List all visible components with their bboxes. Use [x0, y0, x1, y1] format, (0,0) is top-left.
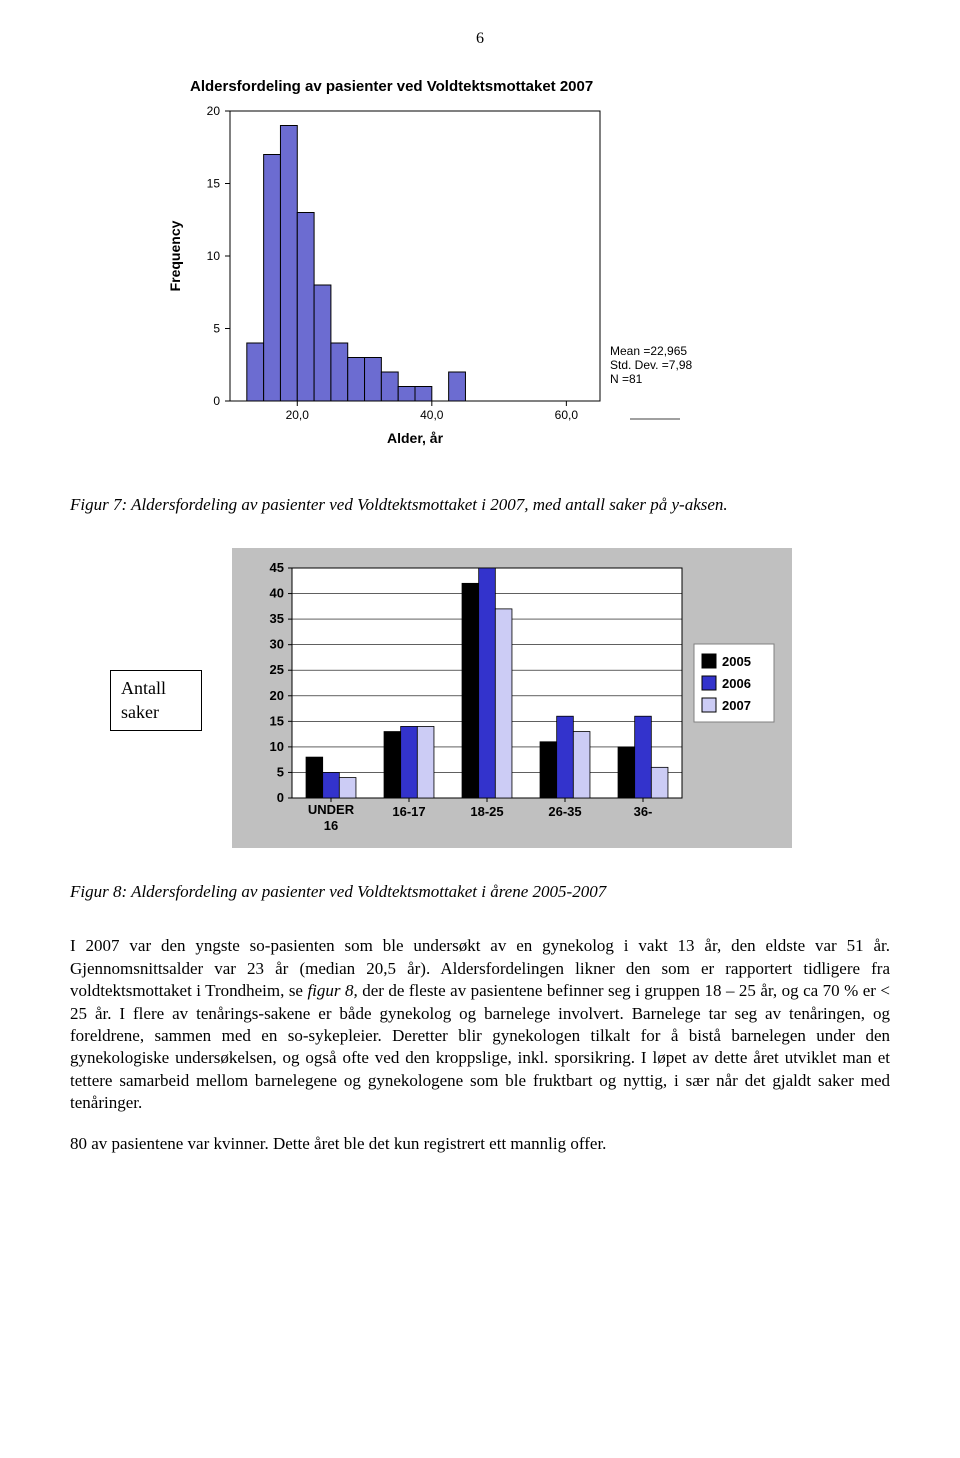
- svg-text:45: 45: [270, 560, 284, 575]
- svg-text:36-: 36-: [634, 804, 653, 819]
- figure-8-caption: Figur 8: Aldersfordeling av pasienter ve…: [70, 881, 890, 903]
- grouped-bar-chart: 0 5 10 15 20 25 30 35 40 45 UNDER16 16-17 18-25 26-35…: [232, 548, 792, 853]
- svg-text:20,0: 20,0: [286, 408, 310, 422]
- svg-text:Mean =22,965: Mean =22,965: [610, 344, 687, 358]
- svg-text:20: 20: [207, 104, 221, 118]
- body-text: I 2007 var den yngste so-pasienten som b…: [70, 935, 890, 1155]
- histogram-chart: 0 5 10 15 20 20,0 40,0 60,0 Alder, år Frequency Me…: [160, 101, 720, 466]
- antall-saker-box: Antall saker: [110, 670, 202, 731]
- histogram-title: Aldersfordeling av pasienter ved Voldtek…: [190, 78, 890, 95]
- svg-text:Alder, år: Alder, år: [387, 430, 444, 446]
- svg-text:0: 0: [213, 394, 220, 408]
- svg-text:18-25: 18-25: [470, 804, 503, 819]
- svg-text:20: 20: [270, 688, 284, 703]
- svg-text:25: 25: [270, 662, 284, 677]
- svg-text:5: 5: [277, 765, 284, 780]
- svg-text:10: 10: [207, 249, 221, 263]
- svg-text:40,0: 40,0: [420, 408, 444, 422]
- svg-text:16: 16: [324, 818, 338, 833]
- paragraph-1: I 2007 var den yngste so-pasienten som b…: [70, 935, 890, 1115]
- svg-text:40: 40: [270, 586, 284, 601]
- svg-text:26-35: 26-35: [548, 804, 581, 819]
- svg-text:2006: 2006: [722, 676, 751, 691]
- p1-part-b: der de fleste av pasientene befinner seg…: [70, 981, 890, 1112]
- svg-text:15: 15: [207, 177, 221, 191]
- svg-text:35: 35: [270, 611, 284, 626]
- svg-text:UNDER: UNDER: [308, 802, 355, 817]
- svg-text:60,0: 60,0: [555, 408, 579, 422]
- svg-text:2007: 2007: [722, 698, 751, 713]
- sidebox-line1: Antall: [121, 678, 166, 698]
- svg-text:16-17: 16-17: [392, 804, 425, 819]
- svg-text:2005: 2005: [722, 654, 751, 669]
- svg-text:Std. Dev. =7,98: Std. Dev. =7,98: [610, 358, 692, 372]
- sidebox-line2: saker: [121, 702, 159, 722]
- svg-text:5: 5: [213, 322, 220, 336]
- paragraph-2: 80 av pasientene var kvinner. Dette året…: [70, 1133, 890, 1155]
- p1-em: figur 8,: [307, 981, 357, 1000]
- svg-text:15: 15: [270, 713, 284, 728]
- svg-text:10: 10: [270, 739, 284, 754]
- svg-text:0: 0: [277, 790, 284, 805]
- svg-text:Frequency: Frequency: [167, 220, 183, 291]
- svg-text:30: 30: [270, 637, 284, 652]
- figure-7-caption: Figur 7: Aldersfordeling av pasienter ve…: [70, 494, 890, 516]
- svg-text:N =81: N =81: [610, 372, 643, 386]
- page-number: 6: [70, 30, 890, 48]
